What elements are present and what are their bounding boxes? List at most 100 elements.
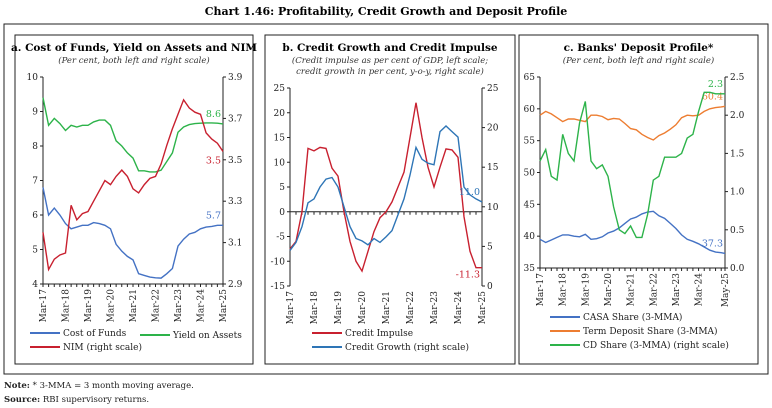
- y-tick-label: 55: [524, 137, 536, 147]
- x-tick-label: Mar-17: [536, 273, 546, 307]
- source-text: RBI supervisory returns.: [43, 395, 149, 405]
- y2-tick-label: 3.9: [228, 73, 243, 83]
- y2-tick-label: 5: [487, 242, 493, 252]
- y-tick-label: 60: [524, 105, 536, 115]
- x-tick-label: Mar-18: [310, 291, 320, 325]
- series-line-0: [42, 187, 223, 279]
- y2-tick-label: 0: [487, 282, 493, 292]
- y2-tick-label: 15: [487, 163, 499, 173]
- figure-title: Chart 1.46: Profitability, Credit Growth…: [205, 5, 568, 18]
- y-tick-label: 7: [32, 177, 38, 187]
- panel-frame: [518, 34, 759, 365]
- x-tick-label: Mar-19: [581, 273, 591, 307]
- y2-tick-label: 25: [487, 84, 499, 94]
- end-value-label: 60.4: [702, 91, 723, 102]
- y-tick-label: 50: [524, 169, 536, 179]
- panel-subtitle: (Per cent, both left and right scale): [563, 55, 714, 66]
- panel-a: a. Cost of Funds, Yield on Assets and NI…: [11, 34, 257, 365]
- note-label: Note:: [4, 381, 30, 391]
- y-tick-label: -5: [276, 233, 285, 243]
- x-tick-label: Mar-22: [406, 291, 416, 324]
- series-line-0: [289, 102, 482, 273]
- y-tick-label: 10: [27, 73, 39, 83]
- x-tick-label: Mar-23: [672, 273, 682, 307]
- y2-tick-label: 0.5: [730, 226, 745, 236]
- y2-tick-label: 10: [487, 203, 499, 213]
- x-tick-label: Mar-22: [152, 289, 162, 322]
- legend-label: Cost of Funds: [63, 329, 127, 339]
- y-tick-label: 20: [274, 109, 286, 119]
- y2-tick-label: 2.0: [730, 111, 745, 121]
- y2-tick-label: 2.9: [228, 280, 243, 290]
- note-line: Note: * 3-MMA = 3 month moving average.: [4, 381, 194, 391]
- y-tick-label: 9: [32, 108, 38, 118]
- panel-title: b. Credit Growth and Credit Impulse: [282, 42, 497, 54]
- series-line-1: [289, 125, 483, 251]
- end-value-label: 5.7: [206, 210, 221, 221]
- end-value-label: 8.6: [206, 109, 221, 120]
- y-tick-label: 25: [274, 84, 286, 94]
- end-value-label: 37.3: [702, 238, 723, 249]
- x-tick-label: Mar-20: [107, 289, 117, 323]
- y2-tick-label: 0.0: [730, 264, 745, 274]
- series-line-1: [42, 97, 224, 173]
- source-line: Source: RBI supervisory returns.: [4, 395, 149, 405]
- y-tick-label: 6: [32, 211, 38, 221]
- x-tick-label: Mar-24: [197, 289, 207, 323]
- panel-c: c. Banks' Deposit Profile*(Per cent, bot…: [518, 34, 759, 365]
- x-tick-label: Mar-24: [454, 291, 464, 325]
- note-text: * 3-MMA = 3 month moving average.: [33, 381, 194, 391]
- x-tick-label: Mar-21: [382, 291, 392, 324]
- x-tick-label: Mar-21: [129, 289, 139, 322]
- x-tick-label: Mar-18: [62, 289, 72, 323]
- y-tick-label: 8: [32, 142, 38, 152]
- panel-frame: [264, 34, 516, 365]
- legend-label: CASA Share (3-MMA): [583, 312, 682, 323]
- y-tick-label: 10: [274, 158, 286, 168]
- y-tick-label: 5: [32, 246, 38, 256]
- series-line-2: [539, 91, 725, 239]
- source-label: Source:: [4, 395, 40, 405]
- y-tick-label: 65: [524, 73, 536, 83]
- x-tick-label: Mar-19: [84, 289, 94, 323]
- series-line-2: [42, 98, 224, 272]
- panel-frame: [14, 34, 254, 365]
- y-tick-label: 45: [524, 200, 536, 210]
- legend-label: Term Deposit Share (3-MMA): [583, 326, 718, 337]
- y-tick-label: 4: [32, 280, 38, 290]
- x-tick-label: Mar-22: [649, 273, 659, 306]
- y2-tick-label: 2.5: [730, 73, 745, 83]
- y-tick-label: 40: [524, 232, 536, 242]
- y-tick-label: -15: [271, 282, 286, 292]
- x-tick-label: Mar-19: [334, 291, 344, 325]
- panel-title: c. Banks' Deposit Profile*: [564, 42, 714, 54]
- y-tick-label: 15: [274, 134, 286, 144]
- x-tick-label: Mar-21: [627, 273, 637, 306]
- y2-tick-label: 20: [487, 124, 499, 134]
- x-tick-label: May-25: [721, 273, 731, 307]
- panel-b: b. Credit Growth and Credit Impulse(Cred…: [264, 34, 516, 365]
- x-tick-label: Mar-20: [358, 291, 368, 325]
- end-value-label: 2.3: [708, 79, 723, 90]
- x-tick-label: Mar-18: [559, 273, 569, 307]
- panel-subtitle: (Credit impulse as per cent of GDP, left…: [292, 55, 488, 66]
- series-line-0: [539, 210, 726, 255]
- x-tick-label: Mar-17: [286, 291, 296, 325]
- y-tick-label: 0: [279, 208, 285, 218]
- legend-label: Credit Impulse: [345, 329, 413, 339]
- series-line-1: [539, 105, 726, 141]
- legend-label: Yield on Assets: [172, 331, 242, 341]
- end-value-label: -11.3: [456, 270, 480, 281]
- y-tick-label: 5: [279, 183, 285, 193]
- y2-tick-label: 3.3: [228, 197, 243, 207]
- legend-label: Credit Growth (right scale): [345, 342, 469, 353]
- x-tick-label: Mar-25: [478, 291, 488, 325]
- panel-title: a. Cost of Funds, Yield on Assets and NI…: [11, 42, 257, 54]
- x-tick-label: Mar-23: [430, 291, 440, 325]
- legend-label: NIM (right scale): [63, 342, 142, 353]
- x-tick-label: Mar-23: [174, 289, 184, 323]
- y2-tick-label: 3.1: [228, 239, 242, 249]
- x-tick-label: Mar-24: [695, 273, 705, 307]
- outer-frame: [3, 23, 769, 375]
